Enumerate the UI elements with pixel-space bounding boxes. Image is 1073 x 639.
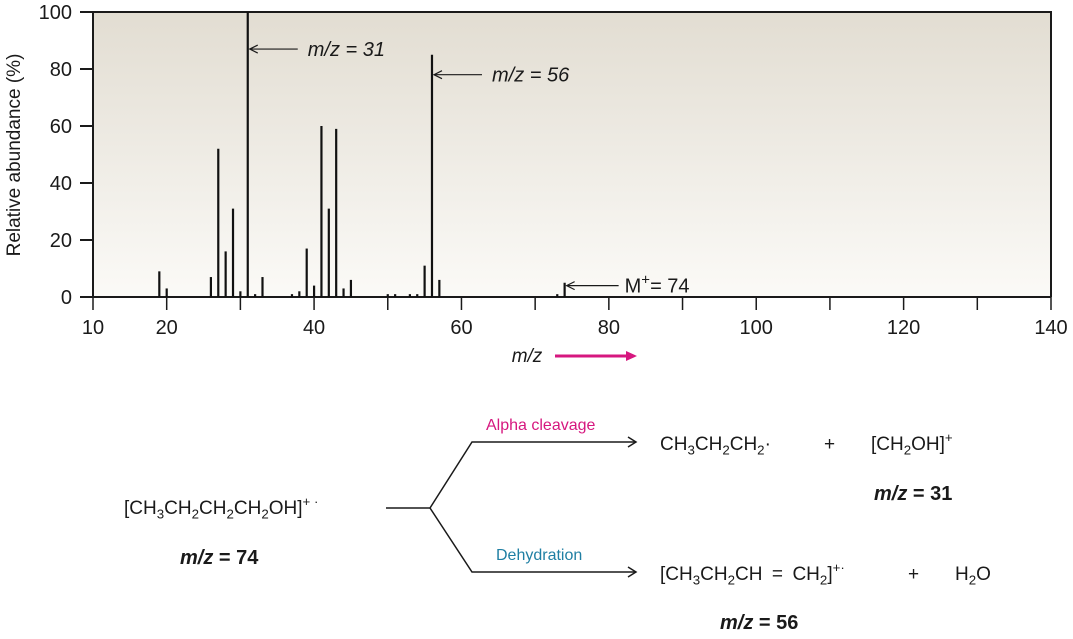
- x-tick-label: 120: [887, 317, 920, 339]
- annotation-molecular-ion: M+= 74: [625, 272, 690, 298]
- y-axis-label: Relative abundance (%): [4, 54, 25, 257]
- y-tick-label: 0: [61, 287, 72, 309]
- dehydration-label: Dehydration: [496, 547, 583, 564]
- x-tick-label: 140: [1034, 317, 1067, 339]
- spectrum-peaks: [158, 12, 566, 297]
- x-tick-label: 100: [740, 317, 773, 339]
- alpha-cleavage-label: Alpha cleavage: [486, 417, 596, 434]
- peak-annotations: m/z = 31 m/z = 56 M+= 74: [248, 39, 690, 298]
- x-axis-label: m/z: [512, 346, 543, 367]
- alpha-product-mz: m/z = 31: [874, 483, 953, 505]
- y-tick-label: 60: [50, 116, 72, 138]
- butene-radical-cation-formula: [CH3CH2CH = CH2]+·: [660, 560, 845, 588]
- mass-spectrum-chart: 0 20 40 60 80 100 10 20 40 60 80 100 120 140 m/z = 3…: [4, 2, 1068, 367]
- reactant-mz: m/z = 74: [180, 547, 259, 569]
- y-tick-label: 40: [50, 173, 72, 195]
- x-tick-label: 80: [598, 317, 620, 339]
- y-axis-ticks: 0 20 40 60 80 100: [39, 2, 93, 309]
- x-tick-label: 40: [303, 317, 325, 339]
- dehydration-product-mz: m/z = 56: [720, 612, 799, 634]
- annotation-mz56: m/z = 56: [492, 65, 570, 87]
- increasing-mz-arrow-icon: [555, 351, 637, 361]
- annotation-mz31: m/z = 31: [308, 39, 385, 61]
- plot-area: [93, 12, 1051, 297]
- x-tick-label: 20: [156, 317, 178, 339]
- fragmentation-arrows: [386, 436, 638, 578]
- propyl-radical-formula: CH3CH2CH2·: [660, 434, 771, 458]
- oxonium-ion-formula: [CH2OH]+: [871, 430, 953, 458]
- reactant-formula: [CH3CH2CH2CH2OH]+ ·: [124, 494, 319, 522]
- water-formula: H2O: [955, 564, 991, 588]
- y-tick-label: 100: [39, 2, 72, 24]
- plus-sign-2: +: [908, 564, 920, 585]
- plus-sign-1: +: [824, 434, 836, 455]
- plot-frame: [92, 11, 1052, 297]
- x-tick-label: 10: [82, 317, 104, 339]
- x-axis-ticks: 10 20 40 60 80 100 120 140: [82, 297, 1068, 339]
- y-tick-label: 20: [50, 230, 72, 252]
- x-tick-label: 60: [450, 317, 472, 339]
- y-tick-label: 80: [50, 59, 72, 81]
